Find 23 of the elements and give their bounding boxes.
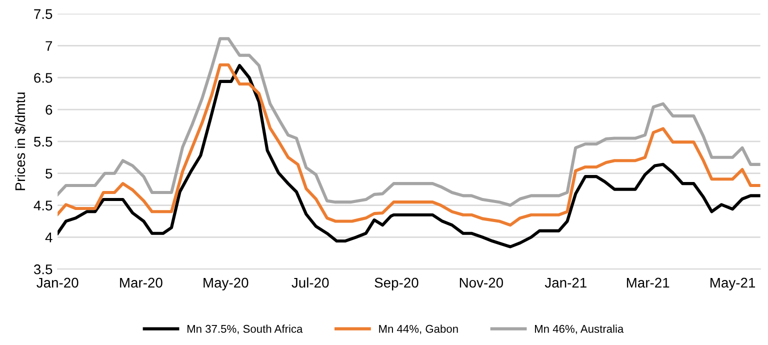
x-tick-label: Mar-21 (626, 278, 670, 288)
y-tick-label: 3.5 (34, 264, 52, 274)
x-tick-label: Jan-21 (544, 278, 586, 288)
y-tick-label: 6.5 (34, 72, 52, 83)
y-tick-label: 7.5 (34, 9, 52, 19)
x-tick-label: May-20 (204, 278, 248, 290)
y-tick-label: 7 (46, 41, 52, 51)
x-tick-label: Nov-20 (460, 278, 504, 288)
y-axis-title: Prices in $/dmtu (14, 92, 26, 190)
line-series (58, 37, 760, 207)
x-tick-label: Sep-20 (374, 278, 418, 290)
x-tick-label: Jan-20 (36, 278, 78, 288)
x-tick-label: May-21 (710, 278, 756, 290)
y-tick-label: 6 (46, 104, 52, 115)
x-tick-label: Jul-20 (292, 277, 329, 288)
legend-label: Mn 37.5%, South Africa (187, 324, 303, 334)
legend-label: Mn 44%, Gabon (379, 324, 458, 334)
y-tick-label: 5.5 (34, 136, 52, 147)
y-tick-label: 4 (45, 232, 52, 242)
legend-label: Mn 46%, Australia (535, 324, 624, 334)
y-tick-label: 4.5 (34, 200, 52, 210)
y-tick-label: 5 (46, 168, 52, 179)
x-tick-label: Mar-20 (120, 278, 162, 288)
